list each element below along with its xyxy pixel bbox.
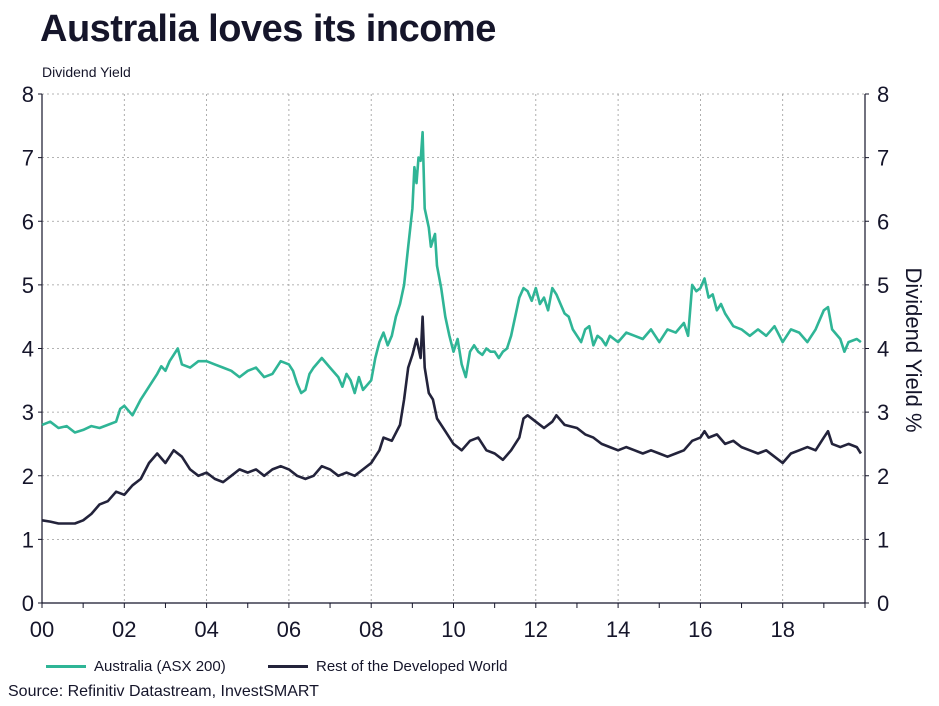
y-tick-label-right: 2 [877, 464, 889, 489]
x-tick-label: 06 [277, 617, 301, 642]
grid-lines [42, 93, 865, 603]
y-tick-label-left: 0 [22, 591, 34, 616]
x-tick-label: 18 [770, 617, 794, 642]
x-tick-label: 04 [194, 617, 218, 642]
y-tick-label-right: 5 [877, 273, 889, 298]
y-tick-label-left: 7 [22, 146, 34, 171]
right-y-ticks: 0 1 2 3 4 5 6 7 8 [877, 82, 889, 616]
x-tick-label: 02 [112, 617, 136, 642]
chart-title: Australia loves its income [40, 8, 496, 50]
chart-subtitle: Dividend Yield [42, 64, 131, 80]
y-tick-label-left: 8 [22, 82, 34, 107]
series-line-australia [41, 130, 862, 434]
y-tick-label-right: 4 [877, 337, 889, 362]
legend-item-australia: Australia (ASX 200) [46, 658, 226, 675]
series-lines [41, 130, 862, 525]
x-tick-label: 14 [606, 617, 630, 642]
axes [38, 93, 869, 608]
legend-label-rest: Rest of the Developed World [316, 658, 508, 675]
y-tick-label-left: 4 [22, 337, 34, 362]
legend-swatch-australia [46, 665, 86, 668]
y-tick-label-right: 8 [877, 82, 889, 107]
series-line-rest-of-world [41, 315, 862, 525]
y-tick-label-right: 0 [877, 591, 889, 616]
legend-swatch-rest [268, 665, 308, 668]
y-tick-label-right: 1 [877, 527, 889, 552]
x-ticks: 00 02 04 06 08 10 12 14 16 18 [30, 617, 795, 642]
legend-item-rest: Rest of the Developed World [268, 658, 508, 675]
y-tick-label-right: 7 [877, 146, 889, 171]
y-tick-label-left: 5 [22, 273, 34, 298]
y-axis-label-right: Dividend Yield % [901, 267, 926, 432]
legend-label-australia: Australia (ASX 200) [94, 658, 226, 675]
y-tick-label-left: 6 [22, 209, 34, 234]
y-tick-label-left: 3 [22, 400, 34, 425]
y-tick-label-right: 3 [877, 400, 889, 425]
x-tick-label: 10 [441, 617, 465, 642]
y-tick-label-right: 6 [877, 209, 889, 234]
y-tick-label-left: 2 [22, 464, 34, 489]
x-tick-label: 00 [30, 617, 54, 642]
left-y-ticks: 0 1 2 3 4 5 6 7 8 [22, 82, 34, 616]
y-tick-label-left: 1 [22, 527, 34, 552]
source-note: Source: Refinitiv Datastream, InvestSMAR… [8, 683, 319, 700]
x-tick-label: 12 [524, 617, 548, 642]
x-tick-label: 16 [688, 617, 712, 642]
x-tick-label: 08 [359, 617, 383, 642]
